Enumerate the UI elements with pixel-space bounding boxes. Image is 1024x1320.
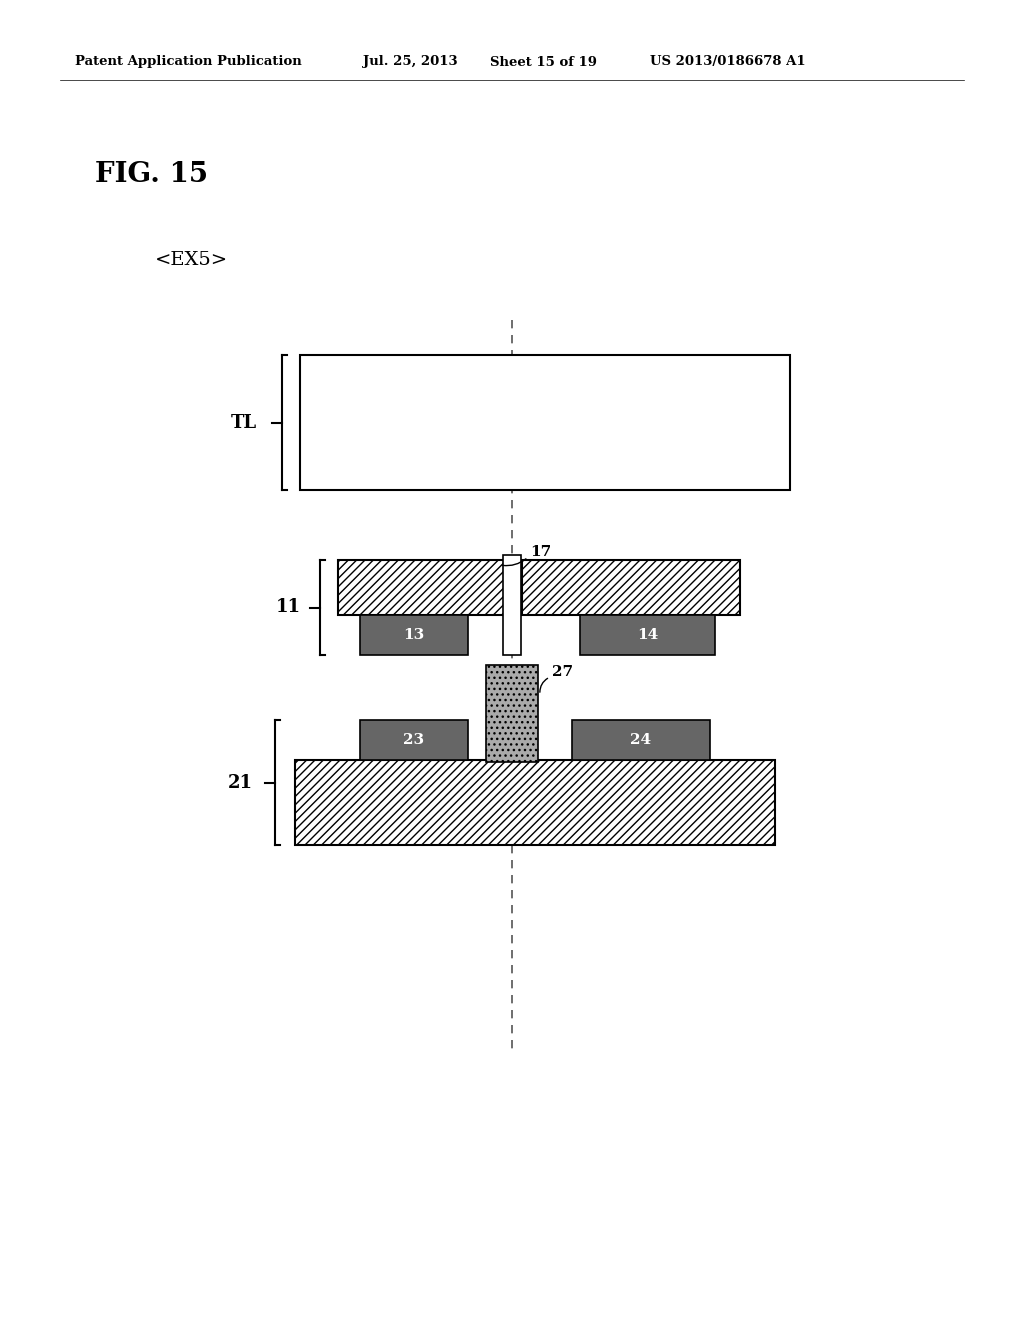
Text: 27: 27 bbox=[552, 665, 573, 678]
Text: 23: 23 bbox=[403, 733, 425, 747]
Bar bbox=[360, 719, 468, 760]
Text: <EX5>: <EX5> bbox=[155, 251, 228, 269]
Bar bbox=[580, 615, 715, 655]
Text: 13: 13 bbox=[403, 628, 425, 642]
Text: 17: 17 bbox=[530, 545, 551, 558]
Bar bbox=[295, 760, 775, 845]
Text: 14: 14 bbox=[637, 628, 658, 642]
Bar bbox=[572, 719, 710, 760]
Text: TL: TL bbox=[231, 413, 257, 432]
Text: Sheet 15 of 19: Sheet 15 of 19 bbox=[490, 55, 597, 69]
Bar bbox=[360, 615, 468, 655]
Text: US 2013/0186678 A1: US 2013/0186678 A1 bbox=[650, 55, 806, 69]
Bar bbox=[503, 554, 521, 655]
Text: 24: 24 bbox=[631, 733, 651, 747]
Text: 21: 21 bbox=[227, 774, 253, 792]
Bar bbox=[522, 560, 740, 615]
Bar bbox=[486, 665, 538, 762]
Text: 11: 11 bbox=[275, 598, 300, 616]
Text: FIG. 15: FIG. 15 bbox=[95, 161, 208, 189]
Text: Patent Application Publication: Patent Application Publication bbox=[75, 55, 302, 69]
Bar bbox=[338, 560, 504, 615]
Bar bbox=[300, 355, 790, 490]
Text: Jul. 25, 2013: Jul. 25, 2013 bbox=[362, 55, 458, 69]
